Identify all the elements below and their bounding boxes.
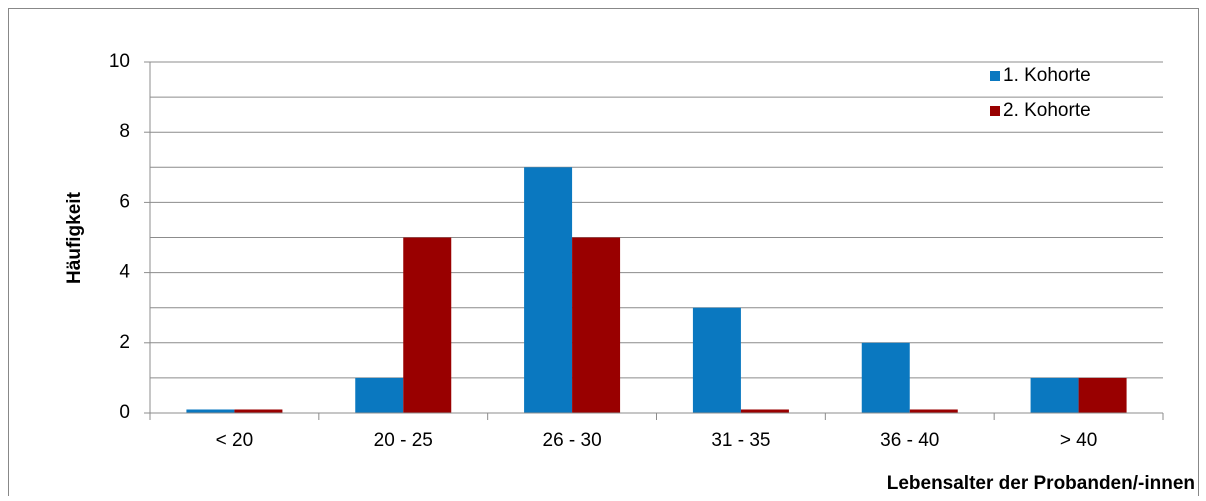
- y-tick-label: 8: [119, 121, 130, 142]
- y-tick-label: 4: [119, 262, 130, 283]
- legend-label: 2. Kohorte: [1003, 100, 1091, 121]
- bar: [692, 307, 741, 413]
- y-tick-label: 0: [119, 402, 130, 423]
- x-tick-label: < 20: [216, 430, 254, 451]
- bar: [572, 237, 621, 413]
- y-tick-label: 2: [119, 332, 130, 353]
- bar: [1078, 377, 1127, 413]
- legend-swatch: [990, 106, 1000, 116]
- legend-swatch: [990, 71, 1000, 81]
- bar: [524, 167, 573, 413]
- y-axis-title: Häufigkeit: [64, 191, 85, 284]
- x-tick-label: 31 - 35: [711, 430, 770, 451]
- bar: [403, 237, 452, 413]
- bar: [861, 342, 910, 413]
- x-tick-label: 36 - 40: [880, 430, 939, 451]
- x-tick-label: > 40: [1060, 430, 1098, 451]
- x-tick-label: 26 - 30: [543, 430, 602, 451]
- legend-label: 1. Kohorte: [1003, 65, 1091, 86]
- bar: [355, 377, 404, 413]
- bar: [234, 409, 283, 413]
- bar: [909, 409, 958, 413]
- x-tick-label: 20 - 25: [374, 430, 433, 451]
- y-tick-label: 10: [109, 51, 130, 72]
- bar: [1030, 377, 1079, 413]
- bar: [740, 409, 789, 413]
- y-tick-label: 6: [119, 191, 130, 212]
- bar: [186, 409, 235, 413]
- x-axis-title: Lebensalter der Probanden/-innen: [887, 473, 1195, 494]
